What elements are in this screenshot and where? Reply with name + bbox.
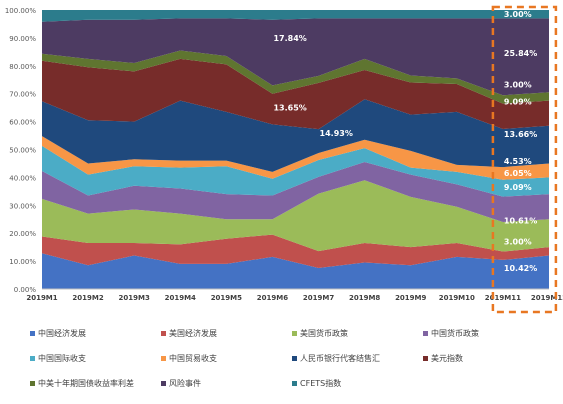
- legend-label: 美国经济发展: [169, 329, 217, 338]
- y-tick-label: 10.00%: [9, 258, 36, 266]
- legend-swatch: [292, 331, 297, 336]
- x-tick-label: 2019M11: [485, 294, 521, 302]
- legend-label: 美国货币政策: [300, 329, 348, 338]
- legend-label: 中美十年期国债收益率利差: [38, 379, 134, 388]
- legend-label: 中国贸易收支: [169, 354, 217, 363]
- legend-item: 中国国际收支: [30, 353, 86, 364]
- legend-swatch: [30, 381, 35, 386]
- data-label: 4.53%: [504, 157, 532, 166]
- y-tick-label: 90.00%: [9, 35, 36, 43]
- legend-label: 中国货币政策: [431, 329, 479, 338]
- y-tick-label: 0.00%: [14, 286, 37, 294]
- data-label: 14.93%: [320, 129, 353, 138]
- legend-item: 中美十年期国债收益率利差: [30, 378, 134, 389]
- y-tick-label: 30.00%: [9, 202, 36, 210]
- y-tick-label: 80.00%: [9, 63, 36, 71]
- x-tick-label: 2019M2: [72, 294, 103, 302]
- area-series-9: [42, 50, 549, 104]
- legend-swatch: [423, 356, 428, 361]
- legend-swatch: [161, 331, 166, 336]
- x-tick-label: 2019M7: [303, 294, 334, 302]
- y-tick-label: 60.00%: [9, 119, 36, 127]
- highlight-rect: [491, 5, 558, 314]
- data-label: 13.66%: [504, 130, 537, 139]
- area-series-5: [42, 145, 549, 197]
- area-series-3: [42, 180, 549, 252]
- legend-item: 中国货币政策: [423, 328, 479, 339]
- legend-item: 风险事件: [161, 378, 201, 389]
- data-label: 9.09%: [504, 98, 532, 107]
- y-tick-label: 70.00%: [9, 91, 36, 99]
- y-tick-label: 40.00%: [9, 174, 36, 182]
- legend-label: CFETS指数: [300, 379, 342, 388]
- y-tick-label: 100.00%: [5, 7, 36, 15]
- area-series-1: [42, 253, 549, 289]
- plot-area: [42, 10, 549, 289]
- legend-swatch: [423, 331, 428, 336]
- data-labels: 17.84% 13.65% 14.93% 3.00% 25.84% 3.00% 9.09% 1…: [273, 10, 537, 273]
- data-label: 3.00%: [504, 238, 532, 247]
- data-label: 10.61%: [504, 217, 537, 226]
- legend-label: 美元指数: [431, 354, 463, 363]
- x-tick-label: 2019M8: [349, 294, 380, 302]
- legend-swatch: [30, 356, 35, 361]
- data-label: 3.00%: [504, 80, 532, 89]
- area-series-8: [42, 58, 549, 130]
- legend-item: 美国货币政策: [292, 328, 348, 339]
- legend-item: 人民币银行代客结售汇: [292, 353, 380, 364]
- legend-label: 人民币银行代客结售汇: [300, 354, 380, 363]
- legend-item: 中国贸易收支: [161, 353, 217, 364]
- data-label: 17.84%: [273, 34, 306, 43]
- legend-label: 风险事件: [169, 379, 201, 388]
- data-label: 10.42%: [504, 264, 537, 273]
- area-series-2: [42, 234, 549, 268]
- area-series-4: [42, 162, 549, 222]
- legend-label: 中国经济发展: [38, 329, 86, 338]
- legend-label: 中国国际收支: [38, 354, 86, 363]
- x-tick-label: 2019M5: [211, 294, 242, 302]
- legend-swatch: [30, 331, 35, 336]
- data-label: 13.65%: [273, 104, 306, 113]
- x-tick-label: 2019M6: [257, 294, 288, 302]
- legend-swatch: [292, 381, 297, 386]
- highlight-box: [491, 5, 558, 314]
- y-axis: 0.00% 10.00% 20.00% 30.00% 40.00% 50.00% 60.00…: [5, 7, 36, 294]
- legend-item: 美国经济发展: [161, 328, 217, 339]
- data-label: 6.05%: [504, 169, 532, 178]
- x-axis: 2019M1 2019M2 2019M3 2019M4 2019M5 2019M6 2019…: [26, 288, 563, 302]
- legend-item: 中国经济发展: [30, 328, 86, 339]
- x-tick-label: 2019M1: [26, 294, 57, 302]
- data-label: 9.09%: [504, 183, 532, 192]
- y-tick-label: 50.00%: [9, 147, 36, 155]
- x-tick-label: 2019M9: [395, 294, 426, 302]
- data-label: 3.00%: [504, 10, 532, 19]
- data-label: 25.84%: [504, 49, 537, 58]
- legend-swatch: [292, 356, 297, 361]
- x-tick-label: 2019M10: [439, 294, 475, 302]
- y-tick-label: 20.00%: [9, 230, 36, 238]
- area-series-7: [42, 99, 549, 172]
- legend-item: 美元指数: [423, 353, 463, 364]
- legend-item: CFETS指数: [292, 378, 341, 389]
- area-series-10: [42, 18, 549, 96]
- legend-swatch: [161, 381, 166, 386]
- x-tick-label: 2019M3: [119, 294, 150, 302]
- x-tick-label: 2019M4: [165, 294, 196, 302]
- area-series-6: [42, 136, 549, 180]
- area-series-11: [42, 10, 549, 22]
- legend-swatch: [161, 356, 166, 361]
